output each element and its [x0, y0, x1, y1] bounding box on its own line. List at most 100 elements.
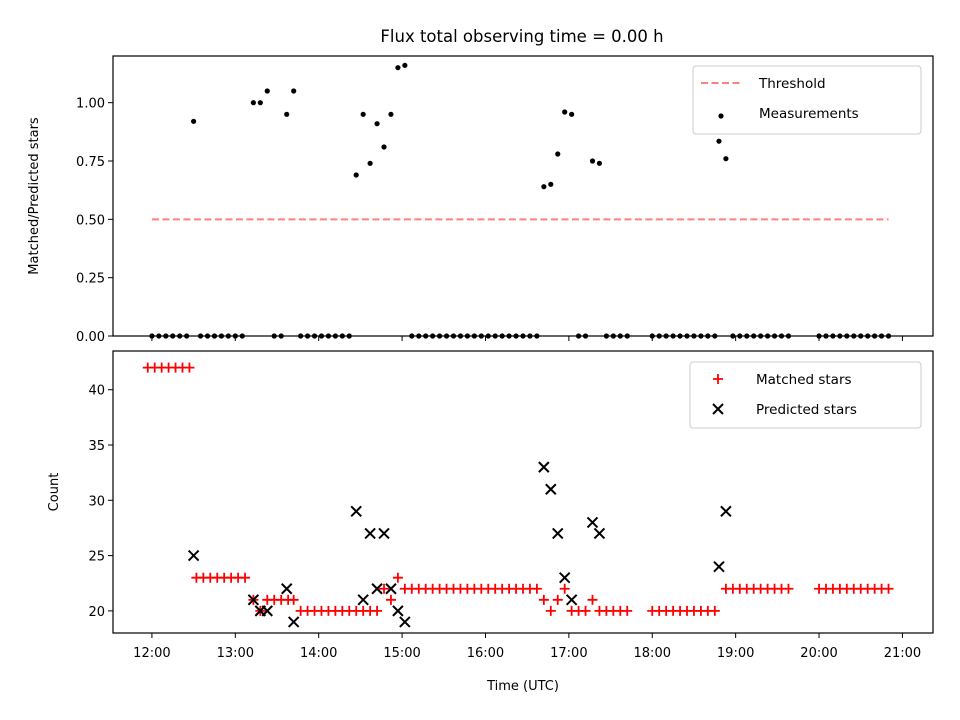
predicted-stars-marker	[247, 594, 260, 606]
figure-title: Flux total observing time = 0.00 h	[380, 27, 663, 46]
predicted-stars-marker	[371, 583, 383, 595]
measurement-point	[291, 88, 297, 94]
measurement-point	[367, 160, 373, 166]
ratio-legend: Threshold Measurements	[692, 65, 922, 135]
measurement-point	[360, 111, 366, 117]
matched-stars-marker	[392, 572, 403, 583]
count-legend: Matched stars Predicted stars	[689, 361, 922, 429]
y-tick-label: 30	[88, 494, 105, 509]
measurement-point	[723, 156, 729, 162]
measurement-point	[191, 118, 197, 124]
matched-stars-marker	[385, 594, 396, 605]
count-y-ticks: 20 25 30 35 40	[88, 384, 113, 620]
predicted-stars-marker	[558, 571, 571, 584]
measurement-point	[548, 181, 554, 187]
x-tick-label: 12:00	[133, 646, 170, 661]
measurement-point	[589, 158, 596, 164]
matched-stars-marker	[240, 572, 251, 583]
predicted-stars-marker	[357, 594, 369, 606]
measurement-point	[555, 151, 561, 157]
count-y-axis-label: Count	[47, 473, 62, 512]
y-tick-label: 0.75	[76, 155, 105, 170]
y-tick-label: 20	[88, 605, 105, 620]
measurement-point	[596, 160, 603, 166]
matched-stars-marker	[709, 605, 720, 616]
predicted-stars-marker	[364, 527, 376, 540]
predicted-stars-marker	[385, 583, 397, 595]
legend-box	[692, 65, 922, 135]
predicted-stars-marker	[378, 527, 390, 540]
predicted-stars-marker	[720, 505, 732, 518]
ratio-y-ticks: 0.00 0.25 0.50 0.75 1.00	[76, 97, 113, 345]
matched-stars-marker	[622, 605, 633, 616]
predicted-stars-marker	[399, 616, 411, 628]
predicted-stars-marker	[545, 483, 557, 495]
matched-stars-marker	[184, 362, 195, 373]
matched-stars-marker	[545, 605, 556, 616]
predicted-stars-marker	[552, 527, 564, 540]
measurement-point	[284, 111, 290, 117]
matched-stars-marker	[783, 583, 794, 594]
measurement-point	[374, 121, 380, 127]
measurement-point	[562, 109, 568, 115]
measurement-point	[541, 184, 547, 190]
x-tick-label: 17:00	[550, 646, 587, 661]
measurement-point	[250, 100, 256, 106]
measurement-point	[381, 144, 387, 150]
count-x-ticks: 12:00 13:00 14:00 15:00 16:00 17:00 18:00 19:00…	[133, 633, 921, 661]
axes-frame	[112, 350, 934, 634]
measurement-point	[716, 138, 722, 144]
y-tick-label: 40	[88, 384, 105, 399]
x-tick-label: 21:00	[884, 646, 921, 661]
legend-label: Matched stars	[756, 372, 852, 388]
measurement-point	[388, 111, 394, 117]
measurement-point	[569, 111, 575, 117]
matched-stars-marker	[379, 583, 390, 594]
y-tick-label: 35	[88, 439, 105, 454]
count-x-axis-label: Time (UTC)	[486, 679, 559, 694]
matched-stars-marker	[883, 583, 894, 594]
y-tick-label: 0.50	[76, 213, 105, 228]
predicted-stars-marker	[281, 583, 293, 595]
predicted-stars-marker	[713, 560, 725, 573]
y-tick-label: 25	[88, 550, 105, 565]
ratio-y-axis-label: Matched/Predicted stars	[27, 117, 42, 275]
measurement-point	[264, 88, 270, 94]
x-tick-label: 15:00	[383, 646, 420, 661]
axes-frame	[112, 55, 934, 337]
ratio-plot-area	[112, 55, 934, 339]
legend-measurement-swatch	[718, 113, 724, 119]
matched-stars-marker	[531, 583, 542, 594]
legend-matched-swatch	[713, 374, 723, 384]
measurement-point	[402, 62, 408, 68]
predicted-stars-marker	[392, 605, 404, 617]
predicted-stars-marker	[593, 527, 606, 540]
measurement-point	[257, 100, 263, 106]
legend-label: Predicted stars	[756, 402, 857, 418]
predicted-stars-marker	[261, 605, 273, 617]
x-tick-label: 14:00	[300, 646, 337, 661]
y-tick-label: 1.00	[76, 97, 105, 112]
x-tick-label: 16:00	[467, 646, 504, 661]
predicted-stars-marker	[287, 616, 300, 628]
matched-stars-marker	[288, 594, 299, 605]
legend-box	[689, 361, 922, 429]
matched-stars-marker	[559, 583, 570, 594]
measurement-point	[395, 65, 401, 71]
matched-stars-marker	[552, 594, 563, 605]
matched-stars-marker	[538, 594, 549, 605]
legend-label: Measurements	[759, 106, 859, 122]
y-tick-label: 0.25	[76, 272, 105, 287]
x-tick-label: 20:00	[800, 646, 837, 661]
x-tick-label: 18:00	[634, 646, 671, 661]
x-tick-label: 13:00	[217, 646, 254, 661]
y-tick-label: 0.00	[76, 330, 105, 345]
legend-label: Threshold	[758, 76, 826, 92]
x-tick-label: 19:00	[717, 646, 754, 661]
predicted-stars-marker	[586, 516, 599, 529]
ratio-panel: 0.00 0.25 0.50 0.75 1.00 Matched/Predicted s…	[27, 55, 934, 345]
predicted-stars-marker	[350, 505, 362, 518]
predicted-stars-marker	[187, 549, 200, 562]
matched-stars-marker	[587, 594, 598, 605]
